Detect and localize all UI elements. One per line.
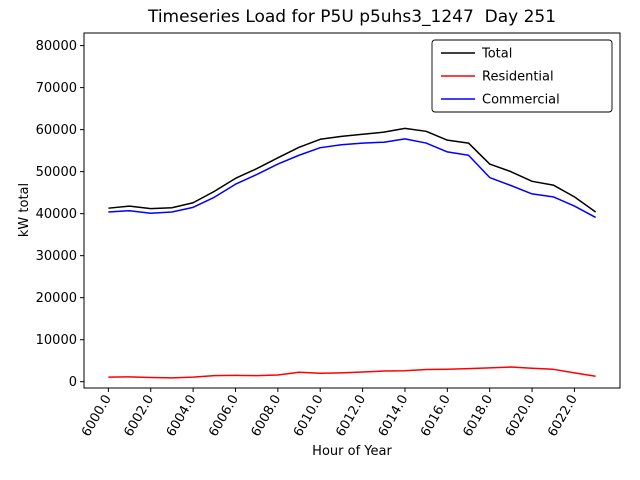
x-tick-label: 6010.0 <box>291 393 327 440</box>
x-tick-label: 6002.0 <box>121 393 157 440</box>
series-lines <box>108 127 597 379</box>
x-axis-label: Hour of Year <box>312 444 392 459</box>
x-tick-label: 6004.0 <box>164 393 200 440</box>
x-tick-label: 6008.0 <box>249 393 285 440</box>
legend-label-total: Total <box>481 47 512 62</box>
x-tick-label: 6016.0 <box>418 393 454 440</box>
legend-label-residential: Residential <box>482 70 554 85</box>
y-tick-label: 70000 <box>36 81 77 96</box>
y-tick-label: 80000 <box>36 39 77 54</box>
series-line-commercial <box>108 138 596 219</box>
x-tick-label: 6020.0 <box>503 393 539 440</box>
x-tick-label: 6012.0 <box>333 393 369 440</box>
x-tick-label: 6006.0 <box>206 393 242 440</box>
y-tick-label: 60000 <box>36 123 77 138</box>
y-tick-label: 10000 <box>36 333 77 348</box>
x-tick-label: 6014.0 <box>376 393 412 440</box>
y-tick-label: 20000 <box>36 291 77 306</box>
y-tick-label: 30000 <box>36 249 77 264</box>
legend: Total Residential Commercial <box>431 39 613 113</box>
y-tick-label: 0 <box>69 375 77 390</box>
x-tick-label: 6022.0 <box>545 393 581 440</box>
chart-title: Timeseries Load for P5U p5uhs3_1247 Day … <box>147 7 557 27</box>
legend-frame <box>431 39 613 113</box>
axes-frame <box>83 32 621 389</box>
y-axis-label: kW total <box>17 182 32 238</box>
series-line-total <box>108 127 597 213</box>
y-tick-label: 40000 <box>36 207 77 222</box>
x-tick-label: 6000.0 <box>79 393 115 440</box>
x-axis: 6000.0 6002.0 6004.0 6006.0 6008.0 6010.0 6012… <box>79 388 581 439</box>
series-line-residential <box>108 366 596 379</box>
x-tick-label: 6018.0 <box>460 393 496 440</box>
y-tick-label: 50000 <box>36 165 77 180</box>
y-axis: 0 10000 20000 30000 40000 50000 60000 70000 8000… <box>36 39 84 390</box>
legend-label-commercial: Commercial <box>482 93 560 108</box>
